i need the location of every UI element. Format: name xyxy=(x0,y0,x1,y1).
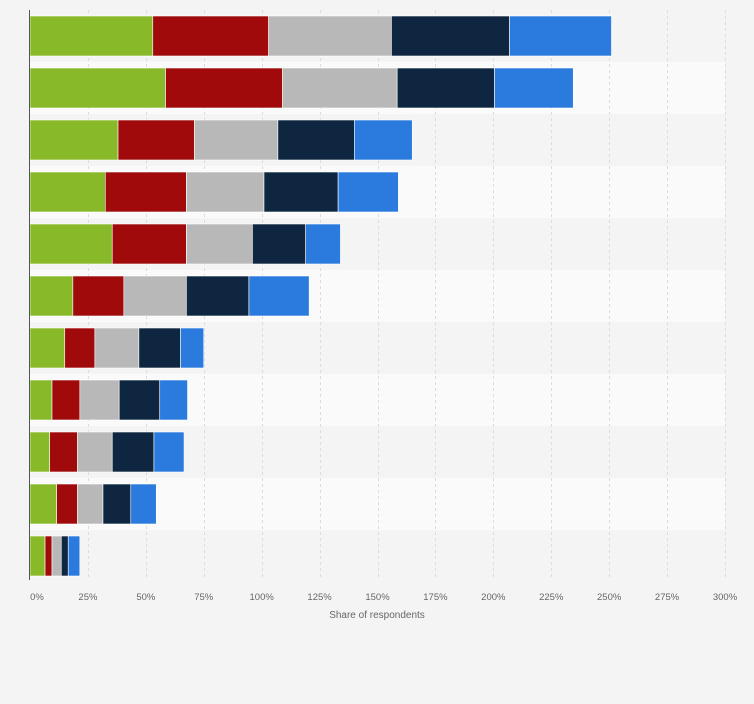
bar-segment-series-4-row-5[interactable] xyxy=(252,223,306,265)
bar-segment-series-5-row-5[interactable] xyxy=(305,223,341,265)
x-tick-label: 250% xyxy=(597,592,622,603)
bar-segment-series-4-row-11[interactable] xyxy=(60,535,69,577)
bar-segment-series-4-row-10[interactable] xyxy=(102,483,132,525)
bar-segment-series-1-row-9[interactable] xyxy=(29,431,50,473)
row-band xyxy=(30,530,725,582)
bar-segment-series-1-row-4[interactable] xyxy=(29,171,106,213)
bar-segment-series-1-row-2[interactable] xyxy=(29,67,166,109)
x-tick-label: 225% xyxy=(539,592,564,603)
bar-segment-series-4-row-1[interactable] xyxy=(391,15,510,57)
bar-segment-series-2-row-6[interactable] xyxy=(72,275,125,317)
bar-segment-series-3-row-4[interactable] xyxy=(186,171,265,213)
bar-segment-series-3-row-3[interactable] xyxy=(194,119,279,161)
x-tick-label: 300% xyxy=(713,592,738,603)
bar-segment-series-2-row-11[interactable] xyxy=(44,535,53,577)
bar-segment-series-2-row-4[interactable] xyxy=(104,171,187,213)
bar-segment-series-4-row-9[interactable] xyxy=(111,431,155,473)
bar-segment-series-2-row-10[interactable] xyxy=(56,483,78,525)
bar-segment-series-3-row-2[interactable] xyxy=(282,67,398,109)
x-tick-label: 125% xyxy=(307,592,332,603)
x-tick-label: 50% xyxy=(136,592,156,603)
bar-segment-series-1-row-6[interactable] xyxy=(29,275,74,317)
bar-segment-series-5-row-3[interactable] xyxy=(354,119,413,161)
x-axis-title: Share of respondents xyxy=(329,610,425,621)
bar-segment-series-4-row-2[interactable] xyxy=(396,67,495,109)
bar-segment-series-3-row-10[interactable] xyxy=(77,483,104,525)
bar-segment-series-1-row-11[interactable] xyxy=(29,535,46,577)
bar-segment-series-5-row-1[interactable] xyxy=(509,15,612,57)
x-tick-label: 150% xyxy=(365,592,390,603)
bar-segment-series-2-row-1[interactable] xyxy=(152,15,269,57)
bar-segment-series-2-row-9[interactable] xyxy=(49,431,78,473)
bar-segment-series-4-row-4[interactable] xyxy=(263,171,339,213)
bar-segment-series-1-row-3[interactable] xyxy=(29,119,119,161)
x-axis-ticks: 0% 25% 50% 75% 100% 125% 150% 175% 200% 225% 250% 2… xyxy=(30,592,738,603)
bar-segment-series-5-row-7[interactable] xyxy=(180,327,205,369)
bar-segment-series-3-row-11[interactable] xyxy=(51,535,62,577)
bar-segment-series-3-row-1[interactable] xyxy=(268,15,392,57)
bar-segment-series-2-row-2[interactable] xyxy=(165,67,283,109)
bar-segment-series-5-row-8[interactable] xyxy=(159,379,188,421)
bar-segment-series-5-row-11[interactable] xyxy=(67,535,81,577)
bar-segment-series-5-row-6[interactable] xyxy=(248,275,310,317)
bar-segment-series-5-row-10[interactable] xyxy=(130,483,157,525)
x-tick-label: 0% xyxy=(30,592,44,603)
bar-segment-series-3-row-9[interactable] xyxy=(77,431,113,473)
bar-segment-series-3-row-6[interactable] xyxy=(123,275,187,317)
x-tick-label: 25% xyxy=(78,592,98,603)
x-tick-label: 100% xyxy=(250,592,275,603)
x-tick-label: 200% xyxy=(481,592,506,603)
x-tick-label: 275% xyxy=(655,592,680,603)
bar-segment-series-1-row-5[interactable] xyxy=(29,223,113,265)
bars xyxy=(29,15,612,577)
x-tick-label: 175% xyxy=(423,592,448,603)
bar-segment-series-1-row-7[interactable] xyxy=(29,327,66,369)
bar-segment-series-2-row-7[interactable] xyxy=(64,327,96,369)
bar-segment-series-5-row-4[interactable] xyxy=(337,171,399,213)
bar-segment-series-3-row-8[interactable] xyxy=(79,379,120,421)
bar-segment-series-2-row-3[interactable] xyxy=(117,119,195,161)
bar-segment-series-4-row-7[interactable] xyxy=(138,327,181,369)
x-tick-label: 75% xyxy=(194,592,214,603)
bar-segment-series-5-row-2[interactable] xyxy=(494,67,574,109)
bar-segment-series-2-row-8[interactable] xyxy=(51,379,81,421)
bar-segment-series-1-row-8[interactable] xyxy=(29,379,53,421)
bar-segment-series-1-row-10[interactable] xyxy=(29,483,57,525)
bar-segment-series-3-row-7[interactable] xyxy=(94,327,140,369)
bar-segment-series-2-row-5[interactable] xyxy=(111,223,187,265)
bar-segment-series-3-row-5[interactable] xyxy=(186,223,253,265)
bar-segment-series-4-row-6[interactable] xyxy=(186,275,250,317)
bar-segment-series-1-row-1[interactable] xyxy=(29,15,154,57)
bar-segment-series-4-row-8[interactable] xyxy=(118,379,161,421)
bar-segment-series-5-row-9[interactable] xyxy=(153,431,185,473)
bar-segment-series-4-row-3[interactable] xyxy=(277,119,355,161)
